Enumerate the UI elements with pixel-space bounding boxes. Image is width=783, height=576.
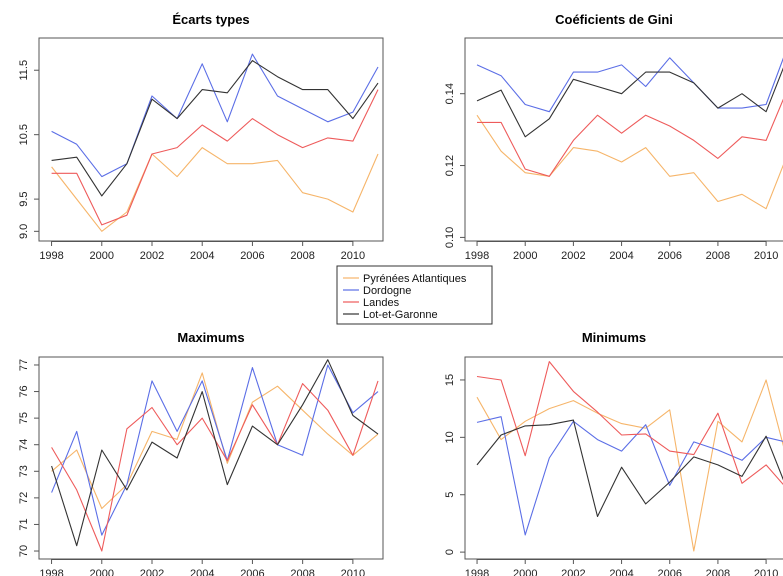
x-tick-label: 2008 — [290, 568, 314, 576]
x-axis: 1998 2000 2002 2004 2006 2008 2010 — [465, 559, 779, 576]
x-tick-label: 2006 — [240, 250, 264, 262]
series-line-lot-et-garonne — [52, 360, 378, 546]
y-tick-label: 11.5 — [18, 60, 30, 81]
chart-title: Coéficients de Gini — [555, 12, 673, 27]
y-tick-label: 10.5 — [18, 124, 30, 145]
series-line-landes — [52, 381, 378, 551]
x-tick-label: 2010 — [754, 250, 778, 262]
series-group — [477, 362, 783, 551]
x-tick-label: 2010 — [754, 568, 778, 576]
x-tick-label: 2010 — [341, 250, 365, 262]
x-tick-label: 1998 — [39, 250, 63, 262]
y-tick-label: 0 — [444, 549, 456, 555]
x-tick-label: 1998 — [39, 568, 63, 576]
y-tick-label: 75 — [18, 412, 30, 424]
legend-label: Landes — [363, 297, 400, 309]
x-tick-label: 2002 — [561, 568, 585, 576]
x-axis: 1998 2000 2002 2004 2006 2008 2010 — [465, 241, 779, 262]
legend-label: Lot-et-Garonne — [363, 309, 438, 321]
x-tick-label: 2010 — [341, 568, 365, 576]
chart-panel-maximums: Maximums 1998 2000 2002 2004 2006 2008 2010 70 71… — [18, 330, 383, 576]
series-line-lot-et-garonne — [477, 51, 783, 137]
y-tick-label: 77 — [18, 359, 30, 371]
series-group — [52, 360, 378, 551]
series-line-pyrenees-atlantiques — [52, 373, 378, 509]
y-tick-label: 72 — [18, 492, 30, 504]
x-tick-label: 2004 — [609, 568, 633, 576]
x-tick-label: 2008 — [706, 568, 730, 576]
y-tick-label: 10 — [444, 431, 456, 443]
series-group — [52, 54, 378, 231]
series-line-pyrenees-atlantiques — [52, 148, 378, 232]
chart-panel-ecarts-types: Écarts types 1998 2000 2002 2004 2006 2008 2010… — [18, 12, 383, 262]
series-line-dordogne — [52, 54, 378, 177]
plot-frame — [39, 38, 383, 241]
series-group — [477, 40, 783, 209]
y-tick-label: 5 — [444, 492, 456, 498]
x-tick-label: 2002 — [561, 250, 585, 262]
x-tick-label: 2000 — [513, 568, 537, 576]
series-line-landes — [52, 90, 378, 225]
series-line-dordogne — [52, 365, 378, 535]
x-tick-label: 2006 — [658, 568, 682, 576]
y-tick-label: 0.10 — [444, 227, 456, 248]
series-line-pyrenees-atlantiques — [477, 115, 783, 209]
x-tick-label: 1998 — [465, 250, 489, 262]
series-line-dordogne — [477, 40, 783, 112]
x-tick-label: 2008 — [706, 250, 730, 262]
x-tick-label: 2008 — [290, 250, 314, 262]
y-tick-label: 71 — [18, 518, 30, 530]
y-tick-label: 76 — [18, 385, 30, 397]
x-tick-label: 2000 — [90, 250, 114, 262]
chart-legend: Pyrénées AtlantiquesDordogneLandesLot-et… — [337, 266, 492, 324]
y-tick-label: 15 — [444, 374, 456, 386]
plot-frame — [39, 357, 383, 559]
y-axis: 0.10 0.12 0.14 — [444, 83, 465, 248]
chart-panel-minimums: Minimums 1998 2000 2002 2004 2006 2008 2010 0 5 10… — [444, 330, 783, 576]
x-tick-label: 2004 — [609, 250, 633, 262]
legend-label: Dordogne — [363, 285, 411, 297]
legend-label: Pyrénées Atlantiques — [363, 273, 467, 285]
y-tick-label: 9.0 — [18, 224, 30, 239]
x-tick-label: 2006 — [658, 250, 682, 262]
x-tick-label: 1998 — [465, 568, 489, 576]
x-tick-label: 2000 — [90, 568, 114, 576]
x-tick-label: 2002 — [140, 250, 164, 262]
y-tick-label: 0.12 — [444, 155, 456, 176]
plot-frame — [465, 38, 783, 241]
x-tick-label: 2004 — [190, 250, 214, 262]
x-tick-label: 2004 — [190, 568, 214, 576]
x-tick-label: 2002 — [140, 568, 164, 576]
y-axis: 0 5 10 15 — [444, 374, 465, 555]
x-tick-label: 2000 — [513, 250, 537, 262]
x-axis: 1998 2000 2002 2004 2006 2008 2010 — [39, 559, 365, 576]
x-tick-label: 2006 — [240, 568, 264, 576]
x-axis: 1998 2000 2002 2004 2006 2008 2010 — [39, 241, 365, 262]
y-tick-label: 70 — [18, 545, 30, 557]
y-tick-label: 9.5 — [18, 191, 30, 206]
y-tick-label: 73 — [18, 465, 30, 477]
y-tick-label: 0.14 — [444, 83, 456, 104]
chart-title: Écarts types — [172, 12, 249, 27]
y-tick-label: 74 — [18, 439, 30, 451]
chart-title: Minimums — [582, 330, 646, 345]
chart-panel-coeficients-de-gini: Coéficients de Gini 1998 2000 2002 2004 2006 2… — [444, 12, 783, 262]
y-axis: 70 71 72 73 74 75 76 77 — [18, 359, 39, 557]
y-axis: 9.0 9.5 10.5 11.5 — [18, 60, 39, 239]
chart-title: Maximums — [177, 330, 244, 345]
